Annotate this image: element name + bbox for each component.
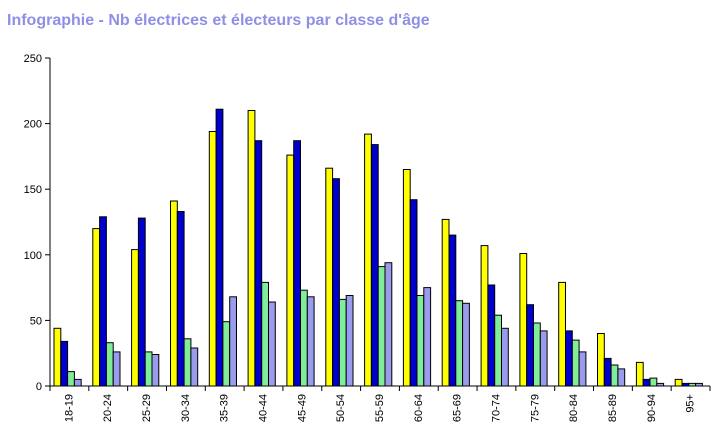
x-tick-label: 25-29 [141, 394, 153, 422]
y-tick-label: 250 [24, 53, 42, 65]
bar-90-94-series-3 [649, 377, 658, 387]
x-tick-label: 40-44 [258, 394, 270, 422]
y-tick-label: 200 [24, 119, 42, 131]
bar-18-19-series-3 [67, 371, 75, 387]
bar-75-79-series-1 [519, 253, 528, 387]
x-tick-label: 70-74 [490, 394, 502, 422]
y-tick-label: 150 [24, 184, 42, 196]
bar-70-74-series-4 [501, 327, 509, 387]
bar-25-29-series-1 [131, 249, 139, 387]
x-tick-label: 45-49 [296, 394, 308, 422]
bar-85-89-series-4 [617, 368, 626, 387]
bar-65-69-series-3 [455, 300, 464, 387]
bar-85-89-series-2 [603, 357, 612, 387]
x-tick-label: 18-19 [63, 394, 75, 422]
bar-18-19-series-1 [53, 327, 62, 387]
bar-45-49-series-1 [286, 154, 295, 387]
y-tick-label: 0 [36, 381, 42, 393]
bar-60-64-series-4 [423, 287, 432, 387]
bar-60-64-series-1 [402, 169, 411, 387]
bars-layer [53, 108, 703, 387]
bar-30-34-series-1 [170, 200, 178, 387]
bar-60-64-series-3 [416, 295, 425, 387]
axes-layer: 0 50 100 150 200 250 18-19 20-24 25-29 30-34 35-39… [24, 53, 711, 422]
bar-20-24-series-2 [99, 216, 107, 387]
bar-35-39-series-1 [208, 131, 217, 387]
bar-65-69-series-2 [448, 234, 457, 387]
bar-70-74-series-2 [487, 284, 496, 387]
bar-75-79-series-4 [539, 330, 548, 387]
x-tick-label: 55-59 [374, 394, 386, 422]
bar-85-89-series-1 [597, 333, 605, 387]
bar-70-74-series-1 [480, 245, 489, 387]
bar-18-19-series-4 [73, 378, 82, 387]
bar-30-34-series-4 [190, 347, 199, 387]
bar-50-54-series-4 [345, 295, 354, 387]
bar-25-29-series-4 [151, 354, 160, 387]
x-tick-label: 35-39 [219, 394, 231, 422]
bar-45-49-series-4 [306, 296, 315, 387]
bar-45-49-series-3 [300, 289, 308, 387]
bar-30-34-series-3 [183, 338, 192, 387]
bar-60-64-series-2 [409, 199, 418, 387]
bar-40-44-series-2 [254, 140, 263, 387]
x-tick-label: 90-94 [646, 394, 658, 422]
x-tick-label: 20-24 [102, 394, 114, 422]
bar-20-24-series-1 [92, 228, 101, 387]
bar-35-39-series-2 [215, 108, 224, 387]
bar-75-79-series-2 [526, 304, 535, 387]
bar-80-84-series-2 [565, 330, 573, 387]
bar-65-69-series-4 [462, 302, 470, 387]
bar-80-84-series-1 [558, 281, 567, 387]
chart-title: Infographie - Nb électrices et électeurs… [7, 12, 430, 29]
x-tick-label: 65-69 [452, 394, 464, 422]
bar-35-39-series-3 [222, 321, 231, 387]
x-tick-label: 50-54 [335, 394, 347, 422]
bar-65-69-series-1 [441, 218, 450, 387]
bar-55-59-series-1 [364, 133, 372, 387]
bar-40-44-series-3 [261, 281, 270, 387]
bar-30-34-series-2 [176, 211, 185, 387]
bar-90-94-series-2 [642, 378, 651, 387]
bar-25-29-series-3 [144, 351, 153, 387]
bar-20-24-series-3 [105, 342, 114, 387]
y-tick-label: 50 [30, 315, 42, 327]
y-tick-label: 100 [24, 250, 42, 262]
bar-50-54-series-3 [338, 298, 347, 387]
bar-18-19-series-2 [60, 340, 69, 387]
bar-40-44-series-1 [247, 110, 256, 387]
bar-55-59-series-4 [384, 262, 393, 387]
bar-80-84-series-4 [578, 351, 587, 387]
x-tick-label: 30-34 [180, 394, 192, 422]
x-tick-label: 80-84 [568, 394, 580, 422]
bar-85-89-series-3 [610, 364, 619, 387]
bar-55-59-series-2 [370, 144, 379, 387]
bar-25-29-series-2 [137, 217, 146, 387]
bar-75-79-series-3 [533, 322, 541, 387]
x-tick-label: 75-79 [529, 394, 541, 422]
bar-45-49-series-2 [293, 140, 302, 387]
bar-80-84-series-3 [571, 339, 580, 387]
x-tick-label: 95+ [685, 394, 697, 413]
bar-50-54-series-1 [325, 167, 334, 387]
bar-55-59-series-3 [377, 266, 386, 387]
x-tick-label: 85-89 [607, 394, 619, 422]
bar-20-24-series-4 [112, 351, 121, 387]
bar-90-94-series-1 [635, 361, 644, 387]
bar-70-74-series-3 [494, 314, 503, 387]
bar-40-44-series-4 [268, 301, 276, 387]
bar-50-54-series-2 [332, 178, 340, 387]
x-tick-label: 60-64 [413, 394, 425, 422]
bar-35-39-series-4 [229, 296, 237, 387]
bar-95+-series-1 [674, 378, 683, 387]
